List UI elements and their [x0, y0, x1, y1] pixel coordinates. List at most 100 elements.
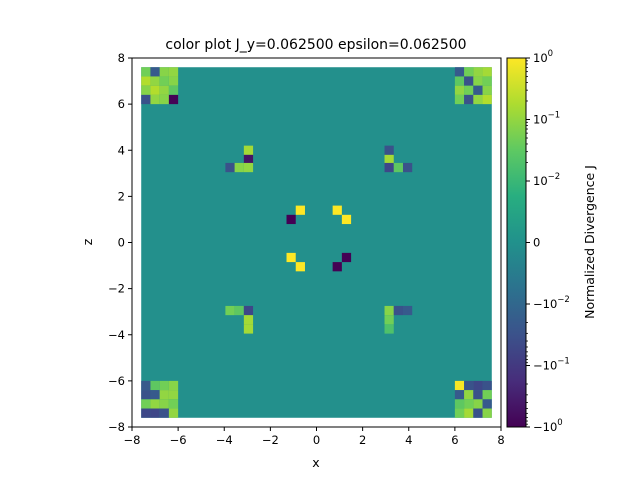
heatmap-cell: [473, 94, 483, 105]
heatmap-cell: [234, 162, 244, 173]
y-tick-label: 6: [118, 97, 125, 111]
heatmap-cell: [150, 380, 160, 391]
heatmap-cell: [150, 94, 160, 105]
colorbar-fill: [506, 57, 527, 428]
heatmap-cell: [482, 390, 492, 400]
heatmap-cell: [473, 67, 483, 77]
heatmap-cell: [168, 390, 179, 400]
heatmap-cell: [168, 380, 179, 391]
heatmap-cell: [159, 85, 169, 95]
heatmap-cell: [402, 162, 413, 173]
y-tick-label: 8: [118, 51, 125, 65]
heatmap-cell: [473, 408, 483, 418]
heatmap-cell: [473, 85, 483, 95]
heatmap-cell: [168, 94, 179, 105]
heatmap-cell: [159, 94, 169, 105]
heatmap-cell: [482, 85, 492, 95]
colorbar-tick-label: 0: [533, 236, 540, 250]
chart-title: color plot J_y=0.062500 epsilon=0.062500: [165, 37, 466, 53]
heatmap-cell: [295, 205, 305, 215]
y-tick-label: −4: [108, 328, 125, 342]
heatmap-cell: [454, 85, 465, 95]
heatmap-cell: [150, 76, 160, 86]
heatmap-cell: [482, 399, 492, 409]
heatmap-cell: [464, 67, 474, 77]
heatmap-cell: [286, 252, 296, 263]
heatmap-cell: [150, 399, 160, 409]
colorbar-label: Normalized Divergence J: [582, 165, 597, 319]
heatmap-cell: [159, 408, 169, 418]
heatmap-cell: [384, 305, 394, 316]
heatmap-cell: [243, 305, 254, 316]
heatmap-cell: [332, 262, 342, 272]
x-axis-label: x: [312, 455, 319, 470]
heatmap-cell: [150, 85, 160, 95]
y-tick-label: −6: [108, 374, 125, 388]
colorbar-ticks: 100 10−1 10−2 0 −10−2 −10−1 −100: [526, 49, 570, 434]
y-tick-label: 0: [118, 236, 125, 250]
colorbar-tick-label: −100: [533, 418, 563, 434]
heatmap-cell: [464, 380, 474, 391]
heatmap-cell: [168, 399, 179, 409]
heatmap-cell: [473, 390, 483, 400]
heatmap-cell: [159, 390, 169, 400]
heatmap-cell: [159, 76, 169, 86]
heatmap-cell: [243, 324, 254, 334]
heatmap-cells: [141, 67, 492, 418]
colorbar-tick-label: 10−1: [533, 111, 560, 127]
heatmap-cell: [482, 408, 492, 418]
x-tick-label: −8: [124, 433, 141, 447]
heatmap-cell: [402, 305, 413, 316]
heatmap-cell: [295, 262, 305, 272]
x-tick-label: 4: [405, 433, 412, 447]
heatmap-cell: [141, 94, 151, 105]
heatmap-cell: [454, 380, 465, 391]
y-tick-label: 4: [118, 143, 125, 157]
heatmap-cell: [168, 85, 179, 95]
x-tick-label: 8: [497, 433, 504, 447]
heatmap-cell: [482, 76, 492, 86]
heatmap-cell: [384, 315, 394, 325]
y-tick-label: −2: [108, 282, 125, 296]
heatmap-cell: [141, 76, 151, 86]
colorbar: 100 10−1 10−2 0 −10−2 −10−1 −100 Normalized Di…: [506, 49, 597, 434]
heatmap-cell: [464, 408, 474, 418]
heatmap-cell: [393, 305, 403, 316]
y-axis-label: z: [80, 238, 95, 245]
heatmap-cell: [393, 162, 403, 173]
heatmap-cell: [454, 408, 465, 418]
y-axis: −8 −6 −4 −2 0 2 4 6 8: [108, 51, 132, 434]
y-tick-label: 2: [118, 189, 125, 203]
heatmap-cell: [243, 162, 254, 173]
x-tick-label: 0: [313, 433, 320, 447]
x-tick-label: −6: [170, 433, 187, 447]
heatmap-cell: [141, 399, 151, 409]
heatmap-cell: [168, 408, 179, 418]
heatmap-cell: [482, 380, 492, 391]
x-axis: −8 −6 −4 −2 0 2 4 6 8: [124, 427, 505, 447]
heatmap-cell: [384, 162, 394, 173]
heatmap-cell: [234, 305, 244, 316]
heatmap-cell: [332, 205, 342, 215]
heatmap-cell: [243, 145, 254, 155]
heatmap-cell: [150, 408, 160, 418]
heatmap-cell: [141, 380, 151, 391]
heatmap-cell: [482, 67, 492, 77]
x-tick-label: −4: [216, 433, 233, 447]
heatmap-cell: [464, 85, 474, 95]
heatmap-cell: [384, 324, 394, 334]
heatmap-cell: [150, 67, 160, 77]
heatmap-cell: [482, 94, 492, 105]
colorbar-tick-label: 100: [533, 49, 553, 65]
colorbar-tick-label: 10−2: [533, 172, 560, 188]
heatmap-cell: [141, 67, 151, 77]
heatmap-cell: [384, 154, 394, 165]
heatmap-cell: [341, 252, 352, 263]
heatmap-cell: [464, 399, 474, 409]
y-tick-label: −8: [108, 420, 125, 434]
heatmap-cell: [141, 408, 151, 418]
heatmap-cell: [159, 67, 169, 77]
heatmap-cell: [141, 390, 151, 400]
heatmap-cell: [454, 76, 465, 86]
